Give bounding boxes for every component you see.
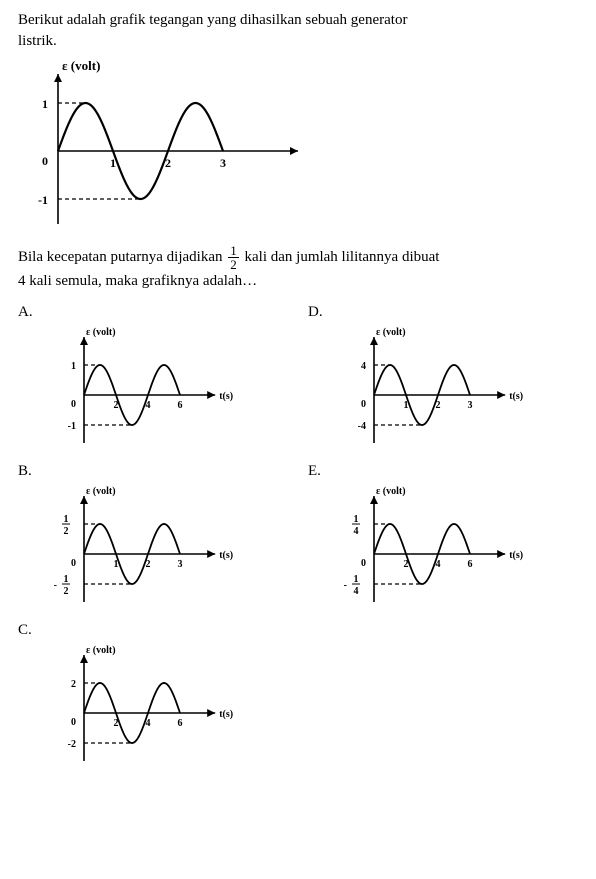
option-B-label: B. [18,461,288,482]
option-B: B. ε (volt) t(s) 0 1 2 - 1 2 123 [18,461,288,612]
option-A-label: A. [18,302,288,323]
option-C: C. ε (volt) t(s) 0 2-2 246 [18,620,288,771]
svg-text:ε (volt): ε (volt) [376,486,406,497]
svg-text:0: 0 [71,717,76,728]
svg-text:ε (volt): ε (volt) [62,58,100,73]
svg-text:2: 2 [71,679,76,690]
svg-text:t(s): t(s) [219,391,233,402]
option-D-label: D. [308,302,578,323]
option-A-chart: ε (volt) t(s) 0 1-1 246 [18,323,288,453]
option-E-chart: ε (volt) t(s) 0 1 4 - 1 4 246 [308,482,578,612]
svg-text:ε (volt): ε (volt) [86,486,116,497]
svg-text:-1: -1 [38,193,48,207]
svg-text:ε (volt): ε (volt) [86,327,116,338]
option-D-chart: ε (volt) t(s) 0 4-4 123 [308,323,578,453]
svg-text:ε (volt): ε (volt) [86,645,116,656]
svg-text:0: 0 [361,399,366,410]
q-fraction: 1 2 [228,244,239,271]
svg-text:4: 4 [361,361,366,372]
intro-text: Berikut adalah grafik tegangan yang diha… [18,10,578,52]
main-chart: ε (volt) t(s) 0 1 -1 123 [18,56,578,236]
q-part2: 4 kali semula, maka grafiknya adalah… [18,273,257,289]
svg-text:0: 0 [71,558,76,569]
svg-text:6: 6 [178,400,183,411]
svg-text:-: - [54,580,57,591]
svg-text:1: 1 [64,574,69,585]
svg-text:2: 2 [64,586,69,597]
intro-line2: listrik. [18,33,57,49]
option-D: D. ε (volt) t(s) 0 4-4 123 [308,302,578,453]
svg-text:2: 2 [64,526,69,537]
svg-text:6: 6 [178,718,183,729]
svg-text:-1: -1 [68,421,76,432]
intro-line1: Berikut adalah grafik tegangan yang diha… [18,12,407,28]
svg-text:t(s): t(s) [219,709,233,720]
svg-text:-2: -2 [68,739,76,750]
svg-text:4: 4 [354,586,359,597]
svg-text:4: 4 [354,526,359,537]
svg-text:t(s): t(s) [509,550,523,561]
svg-text:3: 3 [468,400,473,411]
svg-text:t(s): t(s) [509,391,523,402]
option-C-label: C. [18,620,288,641]
q-frac-den: 2 [228,258,239,271]
svg-text:0: 0 [71,399,76,410]
option-C-chart: ε (volt) t(s) 0 2-2 246 [18,641,288,771]
svg-text:-4: -4 [358,421,366,432]
question-text: Bila kecepatan putarnya dijadikan 1 2 ka… [18,244,578,292]
svg-text:0: 0 [361,558,366,569]
svg-text:1: 1 [71,361,76,372]
svg-text:3: 3 [178,559,183,570]
q-frac-num: 1 [228,244,239,258]
option-E-label: E. [308,461,578,482]
svg-text:1: 1 [354,514,359,525]
svg-text:ε (volt): ε (volt) [376,327,406,338]
svg-text:1: 1 [354,574,359,585]
option-B-chart: ε (volt) t(s) 0 1 2 - 1 2 123 [18,482,288,612]
svg-text:-: - [344,580,347,591]
option-A: A. ε (volt) t(s) 0 1-1 246 [18,302,288,453]
svg-text:t(s): t(s) [219,550,233,561]
svg-text:0: 0 [42,154,48,168]
options-grid: A. ε (volt) t(s) 0 1-1 246 D. ε (volt) t… [18,302,578,771]
option-E: E. ε (volt) t(s) 0 1 4 - 1 4 246 [308,461,578,612]
svg-text:1: 1 [64,514,69,525]
svg-text:3: 3 [220,156,226,170]
q-part1b: kali dan jumlah lilitannya dibuat [245,249,440,265]
svg-text:1: 1 [42,97,48,111]
q-part1: Bila kecepatan putarnya dijadikan [18,249,223,265]
svg-text:6: 6 [468,559,473,570]
